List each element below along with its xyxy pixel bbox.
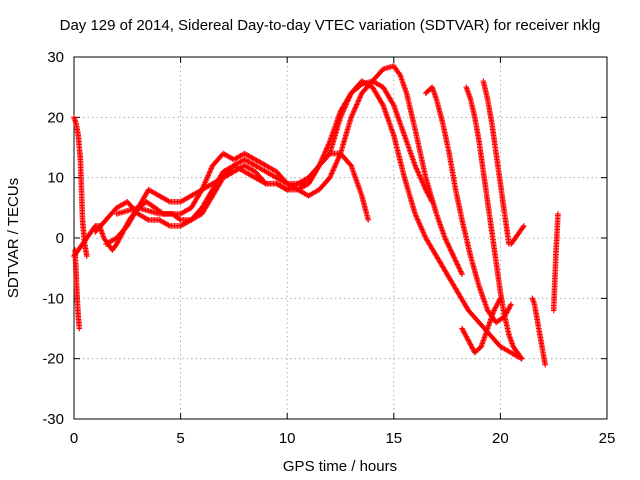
data-point — [390, 101, 396, 107]
data-point — [396, 71, 403, 77]
data-point — [459, 271, 465, 277]
x-tick-label: 5 — [176, 430, 184, 447]
x-tick-label: 25 — [599, 430, 616, 447]
chart-title: Day 129 of 2014, Sidereal Day-to-day VTE… — [60, 17, 601, 34]
data-point — [262, 179, 268, 186]
y-tick-labels: 30 20 10 0 -10 -20 -30 — [42, 49, 64, 428]
x-tick-labels: 0 5 10 15 20 25 — [70, 430, 616, 447]
data-point — [176, 216, 183, 222]
series-arc-13 — [550, 211, 561, 314]
series-arc-9 — [480, 78, 512, 247]
x-tick-label: 15 — [385, 430, 402, 447]
series-arc-4 — [92, 150, 372, 235]
y-tick-label: 10 — [47, 170, 64, 187]
data-point — [365, 217, 372, 223]
y-axis-label: SDTVAR / TECUs — [5, 178, 22, 298]
grid — [74, 57, 607, 419]
x-tick-label: 10 — [279, 430, 296, 447]
y-tick-label: -30 — [42, 411, 64, 428]
data-point — [83, 253, 90, 259]
x-tick-label: 0 — [70, 430, 78, 447]
series-arc-6 — [113, 78, 435, 217]
data-point — [429, 199, 435, 205]
x-tick-label: 20 — [492, 430, 509, 447]
series-arc-5 — [103, 78, 525, 362]
data-point — [518, 354, 524, 361]
y-tick-label: 20 — [47, 109, 64, 126]
data-point — [521, 223, 527, 229]
series-arc-1 — [71, 114, 90, 259]
series-arc-3 — [71, 63, 465, 277]
y-tick-label: 0 — [56, 230, 64, 247]
data-point — [379, 101, 386, 107]
y-tick-label: 30 — [47, 49, 64, 66]
data-points — [71, 63, 561, 368]
data-point — [520, 224, 526, 230]
data-point — [76, 325, 83, 332]
series-arc-8 — [463, 84, 525, 362]
ticks — [73, 56, 608, 420]
data-point — [518, 355, 525, 362]
data-point — [497, 295, 504, 302]
series-arc-11 — [508, 223, 527, 247]
series-arc-7 — [422, 84, 514, 326]
y-tick-label: -20 — [42, 351, 64, 368]
data-point — [555, 211, 561, 217]
x-axis-label: GPS time / hours — [283, 458, 397, 475]
series-arc-10 — [459, 295, 504, 356]
y-tick-label: -10 — [42, 290, 64, 307]
series-arc-12 — [529, 295, 548, 368]
data-point — [542, 361, 548, 368]
data-point — [508, 301, 514, 308]
